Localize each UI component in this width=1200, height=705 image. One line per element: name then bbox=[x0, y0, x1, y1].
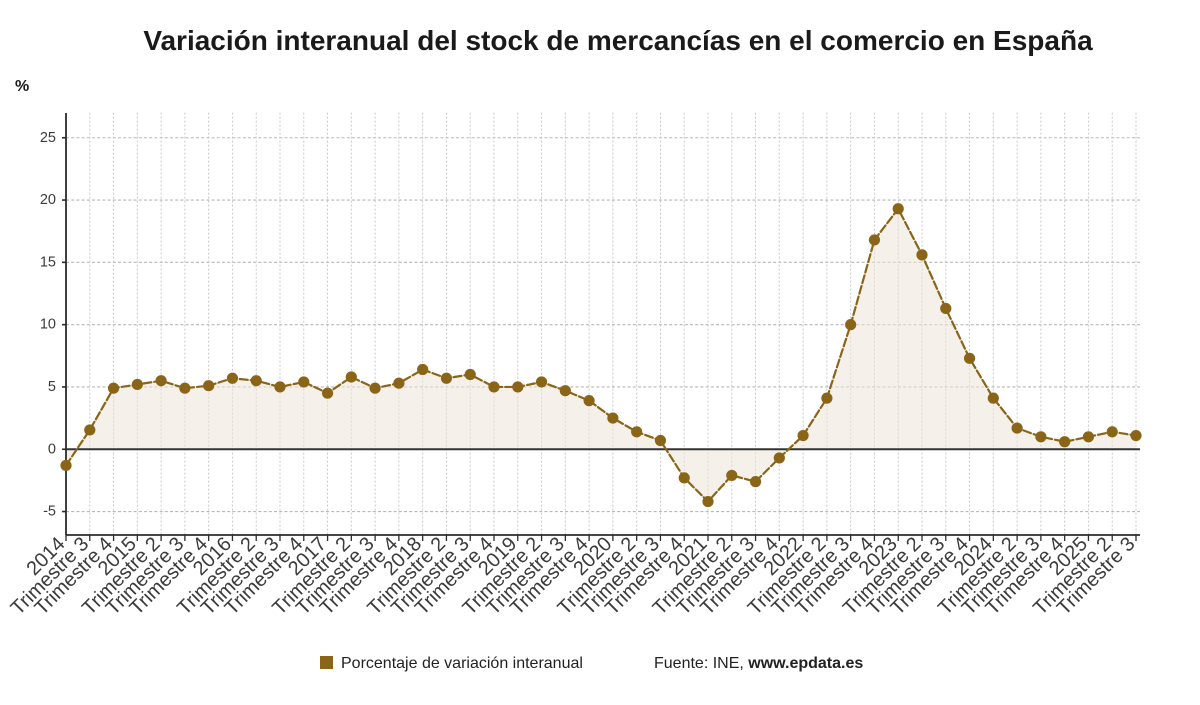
svg-text:15: 15 bbox=[40, 254, 56, 270]
svg-text:20: 20 bbox=[40, 192, 56, 208]
svg-text:10: 10 bbox=[40, 317, 56, 333]
svg-text:5: 5 bbox=[48, 379, 56, 395]
svg-text:0: 0 bbox=[48, 441, 56, 457]
svg-text:-5: -5 bbox=[43, 504, 56, 520]
svg-text:25: 25 bbox=[40, 130, 56, 146]
